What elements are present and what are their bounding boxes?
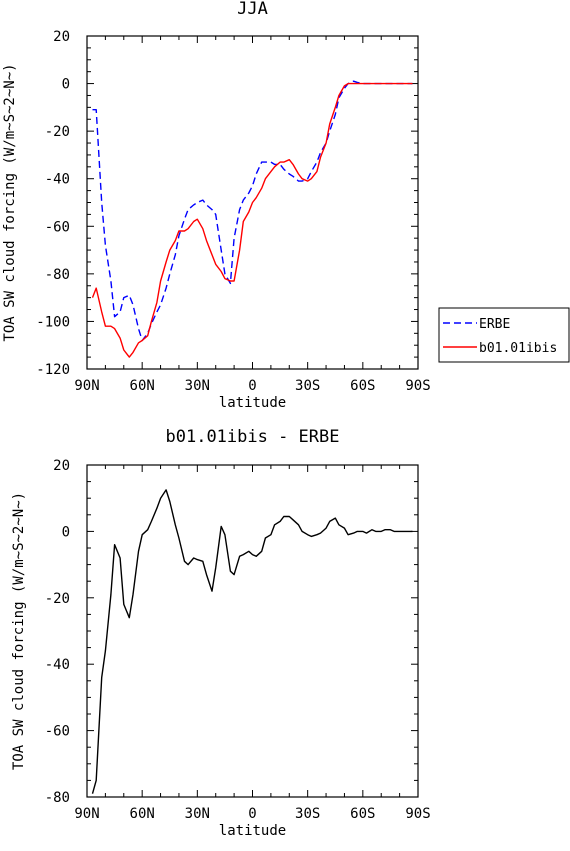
- y-tick-label: 20: [53, 29, 70, 45]
- top-chart-panel: JJA 90N 60N 30N 0 30S 60S 90S 20 0 -20 -40 -60 -80 -10…: [2, 0, 570, 411]
- y-tick-label: -20: [45, 124, 70, 140]
- y-tick-label: -40: [45, 657, 70, 673]
- series-line-erbe: [92, 80, 413, 342]
- chart-title: JJA: [237, 0, 268, 19]
- x-tick-label: 60N: [130, 378, 155, 394]
- legend-label: b01.01ibis: [479, 341, 557, 356]
- x-tick-label: 30N: [185, 806, 210, 822]
- series-line-difference: [91, 489, 413, 794]
- y-axis-label: TOA SW cloud forcing (W/m~S~2~N~): [11, 492, 27, 770]
- y-tick-label: -80: [45, 790, 70, 806]
- chart-title: b01.01ibis - ERBE: [166, 427, 340, 447]
- y-tick-label: 20: [53, 458, 70, 474]
- y-tick-label: 0: [62, 524, 70, 540]
- x-tick-label: 0: [248, 378, 256, 394]
- y-tick-label: -20: [45, 591, 70, 607]
- x-tick-label: 30S: [295, 806, 320, 822]
- series-line-b01-01ibis: [91, 82, 413, 358]
- legend-label: ERBE: [479, 317, 510, 332]
- y-tick-label: -100: [36, 314, 70, 330]
- y-tick-label: -60: [45, 219, 70, 235]
- y-tick-label: -60: [45, 724, 70, 740]
- x-tick-label: 60S: [350, 806, 375, 822]
- x-tick-label: 90N: [74, 378, 99, 394]
- y-tick-label: -120: [36, 362, 70, 378]
- y-tick-label: -40: [45, 172, 70, 188]
- x-tick-label: 30N: [185, 378, 210, 394]
- plot-frame: [86, 464, 419, 798]
- x-tick-label: 90N: [74, 806, 99, 822]
- legend-box: [438, 307, 570, 363]
- x-tick-label: 30S: [295, 378, 320, 394]
- bottom-chart-panel: b01.01ibis - ERBE 90N 60N 30N 0 30S 60S 90S 20 0 -…: [11, 427, 431, 839]
- x-tick-label: 90S: [405, 378, 430, 394]
- y-axis-label: TOA SW cloud forcing (W/m~S~2~N~): [2, 63, 18, 341]
- x-tick-label: 60S: [350, 378, 375, 394]
- x-axis-label: latitude: [219, 823, 286, 839]
- y-tick-label: -80: [45, 267, 70, 283]
- x-tick-label: 90S: [405, 806, 430, 822]
- y-tick-label: 0: [62, 77, 70, 93]
- x-axis-label: latitude: [219, 395, 286, 411]
- x-tick-label: 60N: [130, 806, 155, 822]
- x-tick-label: 0: [248, 806, 256, 822]
